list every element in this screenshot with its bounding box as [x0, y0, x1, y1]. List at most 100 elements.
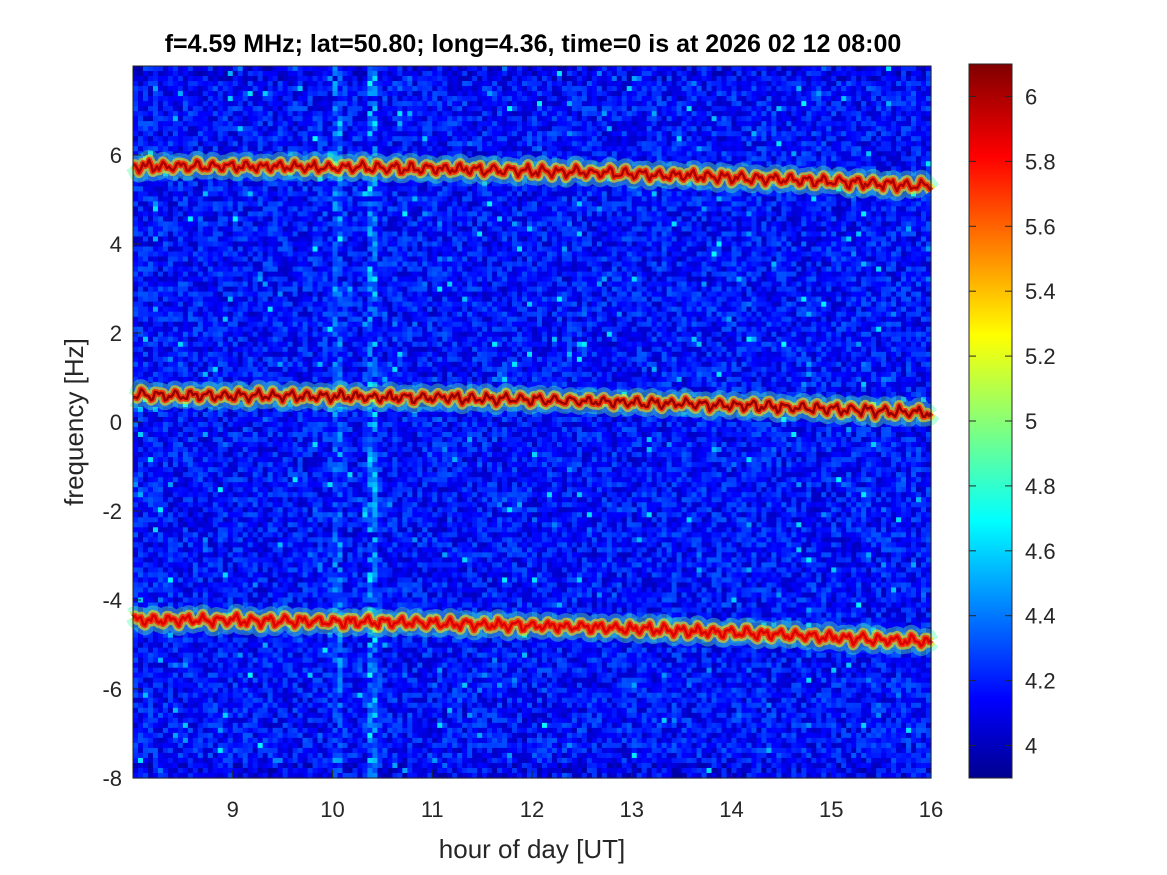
heatmap-cell	[278, 422, 284, 428]
heatmap-cell	[253, 131, 259, 137]
heatmap-cell	[203, 66, 209, 72]
heatmap-cell	[218, 638, 224, 644]
heatmap-cell	[213, 522, 219, 528]
heatmap-cell	[203, 663, 209, 669]
heatmap-cell	[303, 221, 309, 227]
heatmap-cell	[193, 442, 199, 448]
heatmap-cell	[273, 282, 279, 288]
heatmap-cell	[183, 542, 189, 548]
heatmap-cell	[178, 547, 184, 553]
heatmap-cell	[273, 297, 279, 303]
heatmap-cell	[138, 567, 144, 573]
heatmap-cell	[263, 317, 269, 323]
heatmap-cell	[208, 703, 214, 709]
heatmap-cell	[263, 497, 269, 503]
heatmap-cell	[208, 577, 214, 583]
heatmap-cell	[153, 542, 159, 548]
heatmap-cell	[283, 267, 289, 273]
heatmap-cell	[233, 287, 239, 293]
heatmap-cell	[168, 121, 174, 127]
heatmap-cell	[193, 136, 199, 142]
heatmap-cell	[258, 738, 264, 744]
heatmap-cell	[133, 81, 139, 87]
heatmap-cell	[198, 322, 204, 328]
heatmap-cell	[263, 738, 269, 744]
heatmap-cell	[288, 247, 294, 253]
heatmap-cell	[153, 141, 159, 147]
heatmap-cell	[218, 753, 224, 759]
heatmap-cell	[153, 417, 159, 423]
heatmap-cell	[208, 733, 214, 739]
heatmap-cell	[198, 753, 204, 759]
heatmap-cell	[273, 422, 279, 428]
heatmap-cell	[233, 457, 239, 463]
heatmap-cell	[198, 517, 204, 523]
heatmap-cell	[143, 567, 149, 573]
heatmap-cell	[263, 86, 269, 92]
heatmap-cell	[258, 121, 264, 127]
heatmap-cell	[178, 512, 184, 518]
heatmap-cell	[178, 763, 184, 769]
heatmap-cell	[168, 432, 174, 438]
heatmap-cell	[218, 703, 224, 709]
heatmap-cell	[218, 257, 224, 263]
heatmap-cell	[168, 643, 174, 649]
heatmap-cell	[183, 502, 189, 508]
heatmap-cell	[193, 332, 199, 338]
heatmap-cell	[208, 763, 214, 769]
heatmap-cell	[298, 357, 304, 363]
heatmap-cell	[163, 497, 169, 503]
heatmap-cell	[133, 302, 139, 308]
heatmap-cell	[303, 552, 309, 558]
heatmap-cell	[228, 582, 234, 588]
heatmap-cell	[228, 131, 234, 137]
heatmap-cell	[258, 688, 264, 694]
heatmap-cell	[188, 753, 194, 759]
heatmap-cell	[293, 337, 299, 343]
heatmap-cell	[293, 417, 299, 423]
heatmap-cell	[263, 698, 269, 704]
heatmap-cell	[248, 337, 254, 343]
heatmap-cell	[303, 211, 309, 217]
heatmap-cell	[213, 241, 219, 247]
heatmap-cell	[208, 201, 214, 207]
heatmap-cell	[268, 683, 274, 689]
heatmap-cell	[158, 322, 164, 328]
heatmap-cell	[303, 763, 309, 769]
heatmap-cell	[198, 121, 204, 127]
heatmap-cell	[138, 487, 144, 493]
heatmap-cell	[243, 507, 249, 513]
heatmap-cell	[268, 577, 274, 583]
heatmap-cell	[138, 673, 144, 679]
heatmap-cell	[173, 512, 179, 518]
heatmap-cell	[153, 743, 159, 749]
heatmap-cell	[298, 226, 304, 232]
heatmap-cell	[238, 367, 244, 373]
heatmap-cell	[288, 678, 294, 684]
heatmap-cell	[178, 668, 184, 674]
heatmap-cell	[253, 191, 259, 197]
heatmap-cell	[168, 683, 174, 689]
heatmap-cell	[133, 447, 139, 453]
heatmap-cell	[273, 482, 279, 488]
heatmap-cell	[153, 272, 159, 278]
heatmap-cell	[298, 497, 304, 503]
heatmap-cell	[243, 437, 249, 443]
heatmap-cell	[138, 768, 144, 774]
heatmap-cell	[208, 126, 214, 132]
heatmap-cell	[293, 673, 299, 679]
heatmap-cell	[133, 552, 139, 558]
heatmap-cell	[203, 658, 209, 664]
heatmap-cell	[168, 768, 174, 774]
heatmap-cell	[288, 688, 294, 694]
heatmap-cell	[303, 597, 309, 603]
heatmap-cell	[243, 236, 249, 242]
heatmap-cell	[268, 252, 274, 258]
heatmap-cell	[148, 517, 154, 523]
heatmap-cell	[173, 287, 179, 293]
heatmap-cell	[158, 447, 164, 453]
heatmap-cell	[283, 262, 289, 268]
heatmap-cell	[198, 126, 204, 132]
heatmap-cell	[263, 327, 269, 333]
heatmap-cell	[143, 91, 149, 97]
